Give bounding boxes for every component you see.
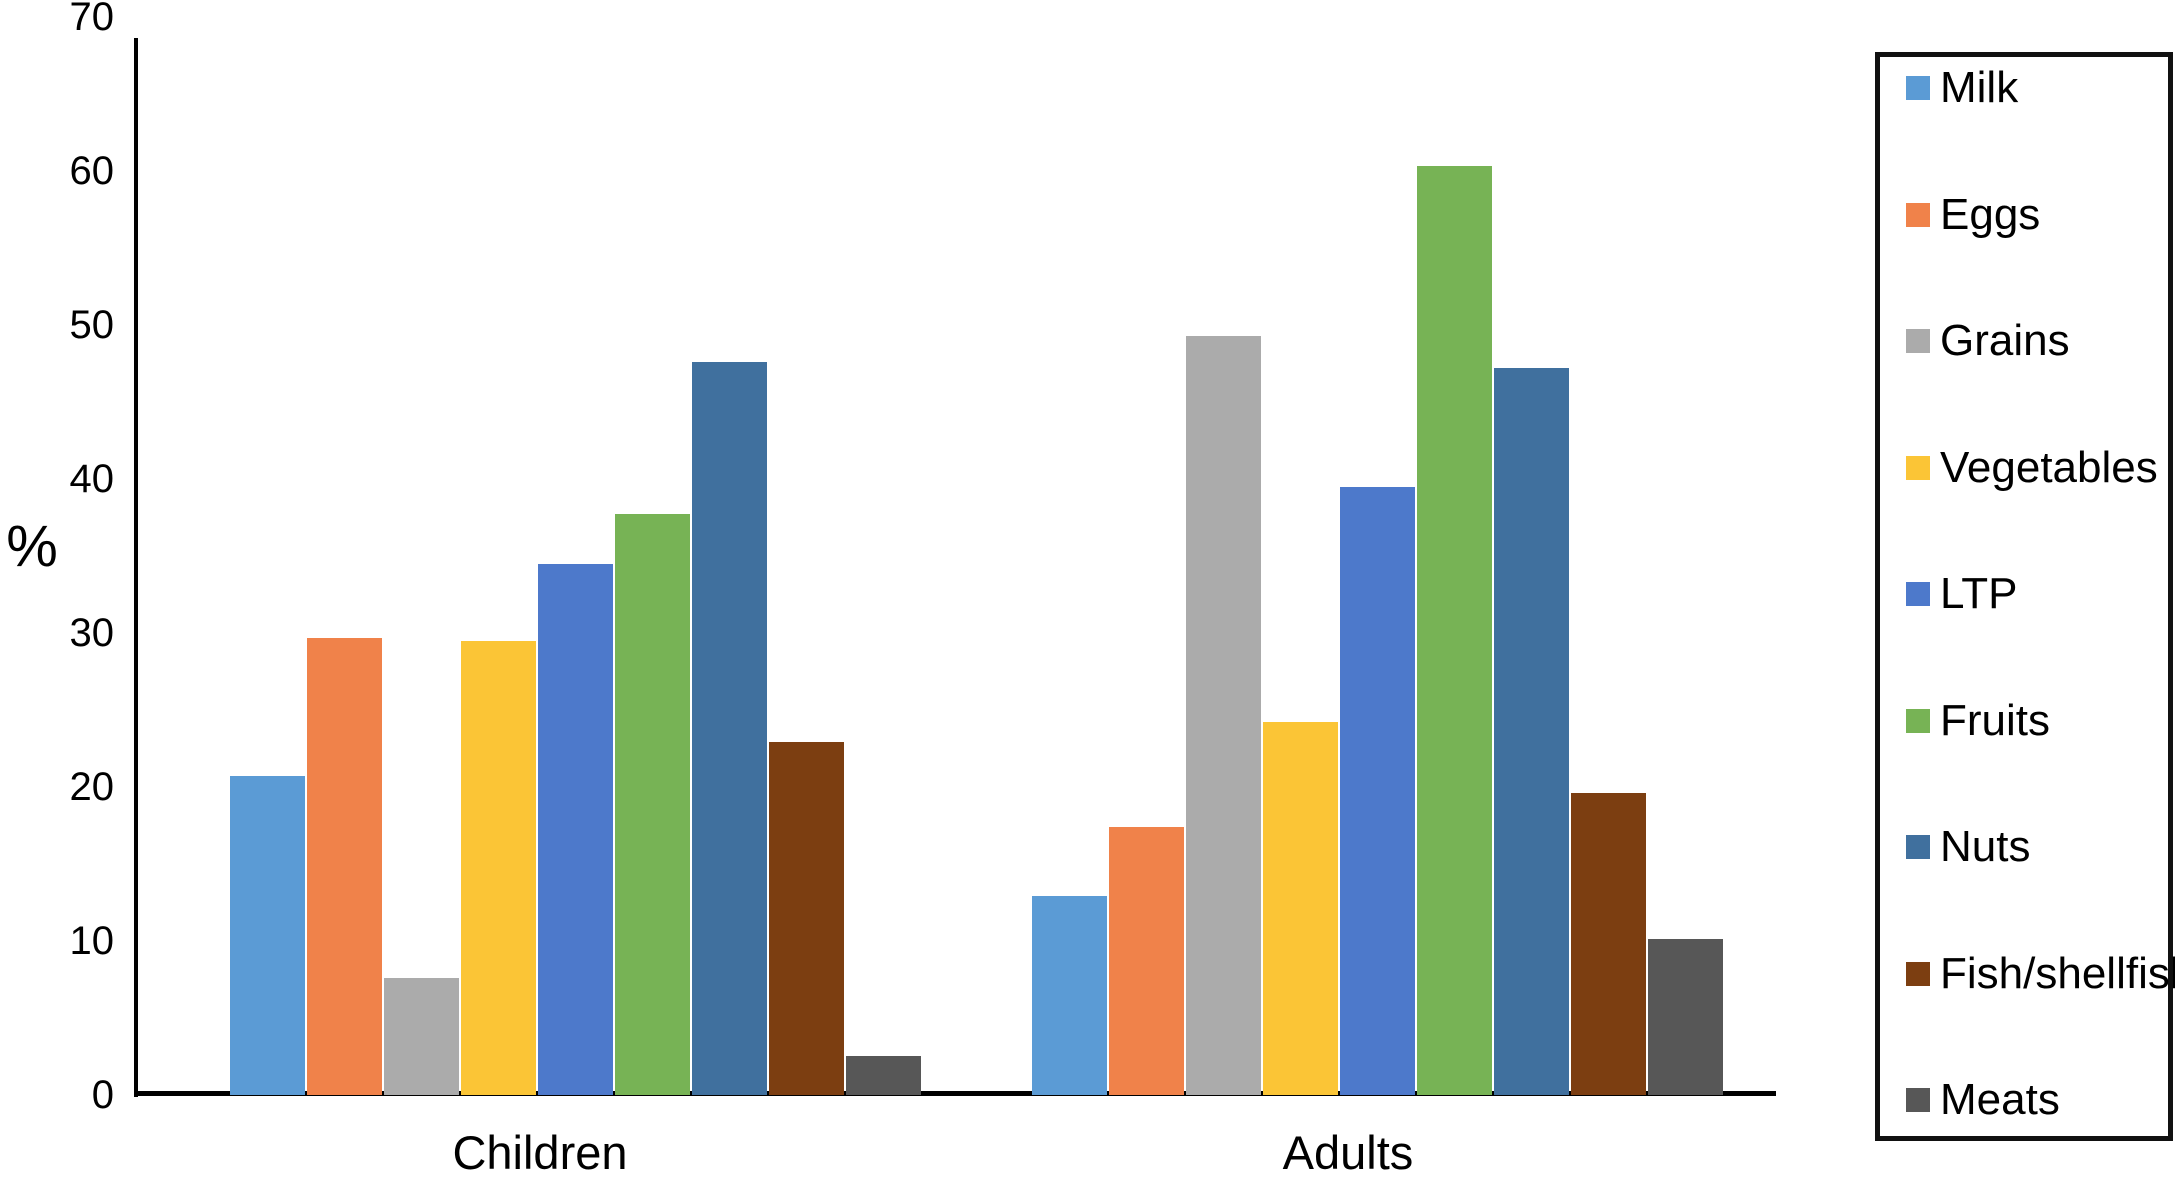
legend-label-fish-shellfish: Fish/shellfish xyxy=(1940,949,2175,998)
y-axis-line xyxy=(134,38,138,1097)
legend-swatch-eggs xyxy=(1906,203,1930,227)
bar-children-fruits xyxy=(615,514,690,1095)
bar-children-grains xyxy=(384,978,459,1095)
bar-adults-nuts xyxy=(1494,368,1569,1095)
x-category-label-adults: Adults xyxy=(1282,1126,1414,1179)
legend-swatch-vegetables xyxy=(1906,456,1930,480)
legend-label-vegetables: Vegetables xyxy=(1940,443,2158,492)
bar-children-milk xyxy=(230,776,305,1095)
bar-adults-eggs xyxy=(1109,827,1184,1095)
legend-item-fruits: Fruits xyxy=(1906,691,2050,751)
bar-group-children xyxy=(230,362,923,1095)
bar-children-fish-shellfish xyxy=(769,742,844,1095)
legend-item-fish-shellfish: Fish/shellfish xyxy=(1906,944,2175,1004)
y-tick-label-60: 60 xyxy=(69,149,115,193)
y-tick-label-0: 0 xyxy=(91,1073,114,1117)
x-axis-line xyxy=(134,1091,1776,1096)
bar-adults-meats xyxy=(1648,939,1723,1095)
legend-swatch-grains xyxy=(1906,329,1930,353)
legend-swatch-ltp xyxy=(1906,582,1930,606)
plot-area xyxy=(136,17,1776,1095)
legend-swatch-fish-shellfish xyxy=(1906,962,1930,986)
y-tick-label-30: 30 xyxy=(69,611,115,655)
legend-item-nuts: Nuts xyxy=(1906,817,2030,877)
y-tick-label-20: 20 xyxy=(69,765,115,809)
legend-label-milk: Milk xyxy=(1940,63,2019,112)
legend-item-ltp: LTP xyxy=(1906,564,2017,624)
bar-children-meats xyxy=(846,1056,921,1095)
legend-label-grains: Grains xyxy=(1940,316,2070,365)
legend-label-ltp: LTP xyxy=(1940,569,2018,618)
bar-children-nuts xyxy=(692,362,767,1095)
legend-label-meats: Meats xyxy=(1940,1075,2060,1124)
legend: Milk Eggs Grains Vegetables LTP Fruits Nuts Fis… xyxy=(1875,52,2175,1141)
x-category-label-children: Children xyxy=(452,1126,628,1179)
y-tick-label-10: 10 xyxy=(69,919,115,963)
bar-children-eggs xyxy=(307,638,382,1095)
bar-adults-grains xyxy=(1186,336,1261,1095)
y-tick-label-50: 50 xyxy=(69,303,115,347)
bar-group-adults xyxy=(1032,166,1725,1095)
legend-swatch-nuts xyxy=(1906,835,1930,859)
bar-adults-fish-shellfish xyxy=(1571,793,1646,1095)
legend-item-grains: Grains xyxy=(1906,311,2070,371)
bar-adults-fruits xyxy=(1417,166,1492,1095)
legend-item-milk: Milk xyxy=(1906,58,2018,118)
legend-item-eggs: Eggs xyxy=(1906,185,2040,245)
y-tick-label-70: 70 xyxy=(69,0,115,39)
legend-item-meats: Meats xyxy=(1906,1070,2060,1130)
y-tick-label-40: 40 xyxy=(69,457,115,501)
bar-children-ltp xyxy=(538,564,613,1095)
legend-label-nuts: Nuts xyxy=(1940,822,2031,871)
bar-adults-milk xyxy=(1032,896,1107,1095)
bar-adults-ltp xyxy=(1340,487,1415,1095)
bar-adults-vegetables xyxy=(1263,722,1338,1095)
legend-swatch-fruits xyxy=(1906,709,1930,733)
y-axis-title: % xyxy=(6,514,58,579)
bar-children-vegetables xyxy=(461,641,536,1095)
legend-label-eggs: Eggs xyxy=(1940,190,2041,239)
legend-label-fruits: Fruits xyxy=(1940,696,2050,745)
legend-swatch-meats xyxy=(1906,1088,1930,1112)
legend-swatch-milk xyxy=(1906,76,1930,100)
legend-item-vegetables: Vegetables xyxy=(1906,438,2158,498)
